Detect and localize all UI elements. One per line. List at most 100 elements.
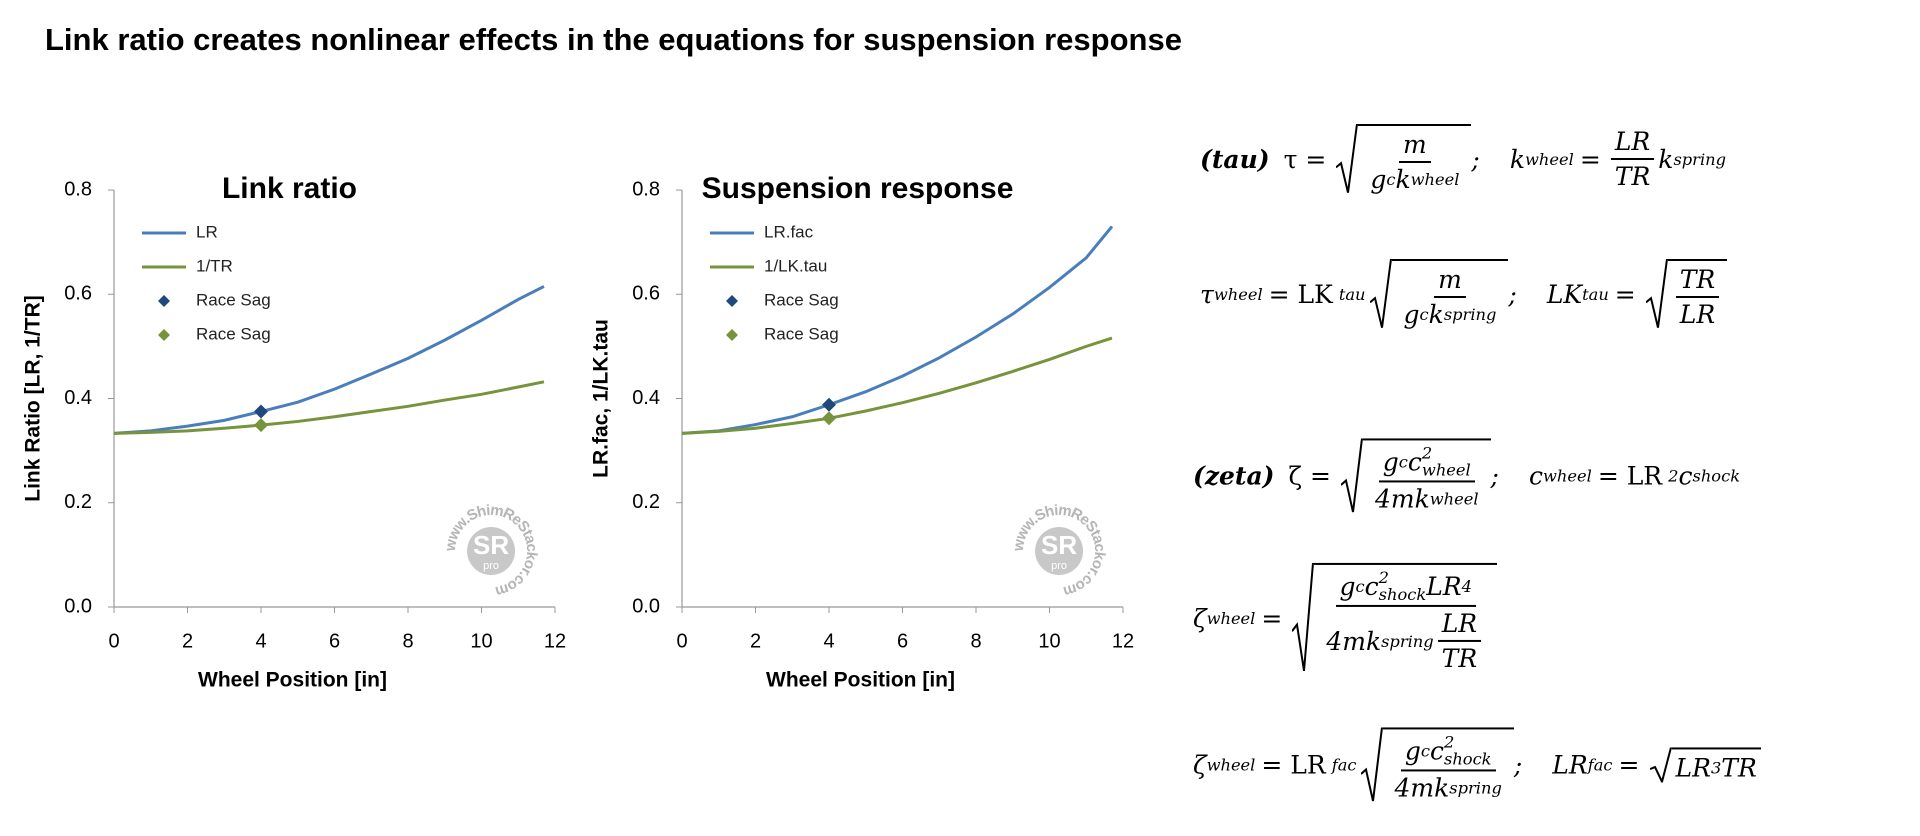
radical-sign [1646,259,1668,329]
radical-sign [1336,124,1358,193]
equation-text: shock [1692,466,1741,486]
x-tick-label: 2 [182,630,193,652]
equation-text: c [1678,461,1693,491]
equation-text: wheel [1421,460,1471,480]
legend-label: Race Sag [196,324,271,343]
radical-sign [1650,748,1672,783]
equation-text: LR [1426,571,1462,601]
equation-text: 2 [1668,466,1679,486]
equation-text: k [1509,144,1526,174]
equation-text: 4mk [1374,484,1430,514]
equation-text: shock [1443,749,1492,769]
radical-sign [1292,563,1314,673]
x-tick-label: 6 [329,630,340,652]
y-tick-label: 0.2 [64,491,92,513]
y-tick-label: 0.0 [64,595,92,617]
y-tick-label: 0.4 [632,387,660,409]
equation-text: 4mk [1394,773,1450,803]
chart-title: Suspension response [702,172,1014,205]
y-axis-title: LR.fac, 1/LK.tau [590,319,613,478]
equation-text: k [1428,300,1444,329]
equation-text: TR [1679,265,1716,294]
radical-sign [1341,438,1363,513]
x-tick-label: 2 [750,630,761,652]
x-axis-title: Wheel Position [in] [198,669,387,692]
equation-text: spring [1443,305,1497,324]
equation-text: = [1618,750,1640,780]
radical-sign [1646,259,1668,328]
x-axis-title: Wheel Position [in] [766,669,955,692]
legend-label: Race Sag [764,324,839,343]
x-tick-label: 10 [470,630,492,652]
equation-text: ζ [1193,603,1207,633]
line-series [113,380,545,435]
equation-text: c [1429,736,1444,765]
equation-text: fac [1331,755,1357,775]
equation-text: c [1355,576,1365,596]
x-tick-label: 8 [402,630,413,652]
equation-text: ζ = [1288,461,1331,491]
equation-text: = [1614,279,1636,309]
equation-text: 4mk [1326,626,1382,656]
equation: (tau) τ = m g c k wheel ; k wheel = LR TR k sprin… [1200,124,1726,194]
equation-text: 2 [1443,732,1455,752]
x-tick-label: 10 [1038,630,1060,652]
legend-swatch [158,329,170,341]
x-tick-label: 4 [255,630,266,652]
radical-sign [1292,563,1314,671]
legend-swatch [158,295,170,307]
equation-text: 3 [1710,758,1722,778]
equation-text: c [1420,741,1430,760]
radical-sign [1370,259,1392,329]
equation-text: k [1658,144,1674,174]
y-tick-label: 0.6 [64,283,92,305]
equation-text: τ [1200,279,1214,309]
legend-label: LR.fac [764,222,814,241]
equation-text: LR [1552,750,1588,780]
equation-text: ; [1471,144,1480,174]
equation-text: wheel [1206,755,1256,775]
equation-text: c [1419,305,1429,324]
equation: ζ wheel = g c c 2 shock LR 4 4mk spring LR TR [1193,562,1498,674]
equation-text: c [1407,447,1422,476]
chart-title: Link ratio [222,172,357,205]
equation-text: = LR [1597,461,1663,491]
legend-swatch [726,295,738,307]
legend-label: LR [196,222,218,241]
legend-label: 1/TR [196,256,233,275]
equation-text: g [1404,736,1421,765]
radical-sign [1341,438,1363,512]
equation-text: wheel [1525,149,1574,169]
equation-text: τ = [1283,144,1327,174]
equation-text: wheel [1410,170,1460,189]
equation-text: = [1261,603,1283,633]
equation-text: shock [1378,585,1427,604]
line-series [681,336,1113,435]
equation-text: k [1395,165,1411,194]
equation-text: LR [1675,753,1711,783]
equation-text: g [1339,571,1356,601]
equation-text: g [1370,165,1387,194]
x-tick-label: 12 [544,630,566,652]
equation-text: (zeta) [1193,461,1275,491]
marker [254,404,268,419]
equation-text: spring [1449,778,1502,798]
equation-text: 2 [1378,567,1389,587]
equation-text: ; [1508,279,1517,309]
y-tick-label: 0.8 [64,178,92,200]
watermark-logo: SR [473,530,509,560]
radical-sign [1361,727,1383,802]
equation-text: = LK [1268,279,1333,309]
watermark-sub: pro [1051,560,1067,572]
equation-text: wheel [1206,608,1256,628]
equation-text: ; [1513,750,1523,780]
equation-text: tau [1582,284,1609,304]
equation-text: c [1398,452,1408,471]
marker [822,397,836,412]
equation-text: TR [1441,644,1478,674]
equation: ζ wheel = LR fac g c c 2 shock 4mk spring ; LR fac… [1193,727,1761,803]
equation-text: spring [1381,631,1434,651]
y-tick-label: 0.2 [632,491,660,513]
x-tick-label: 0 [676,630,687,652]
